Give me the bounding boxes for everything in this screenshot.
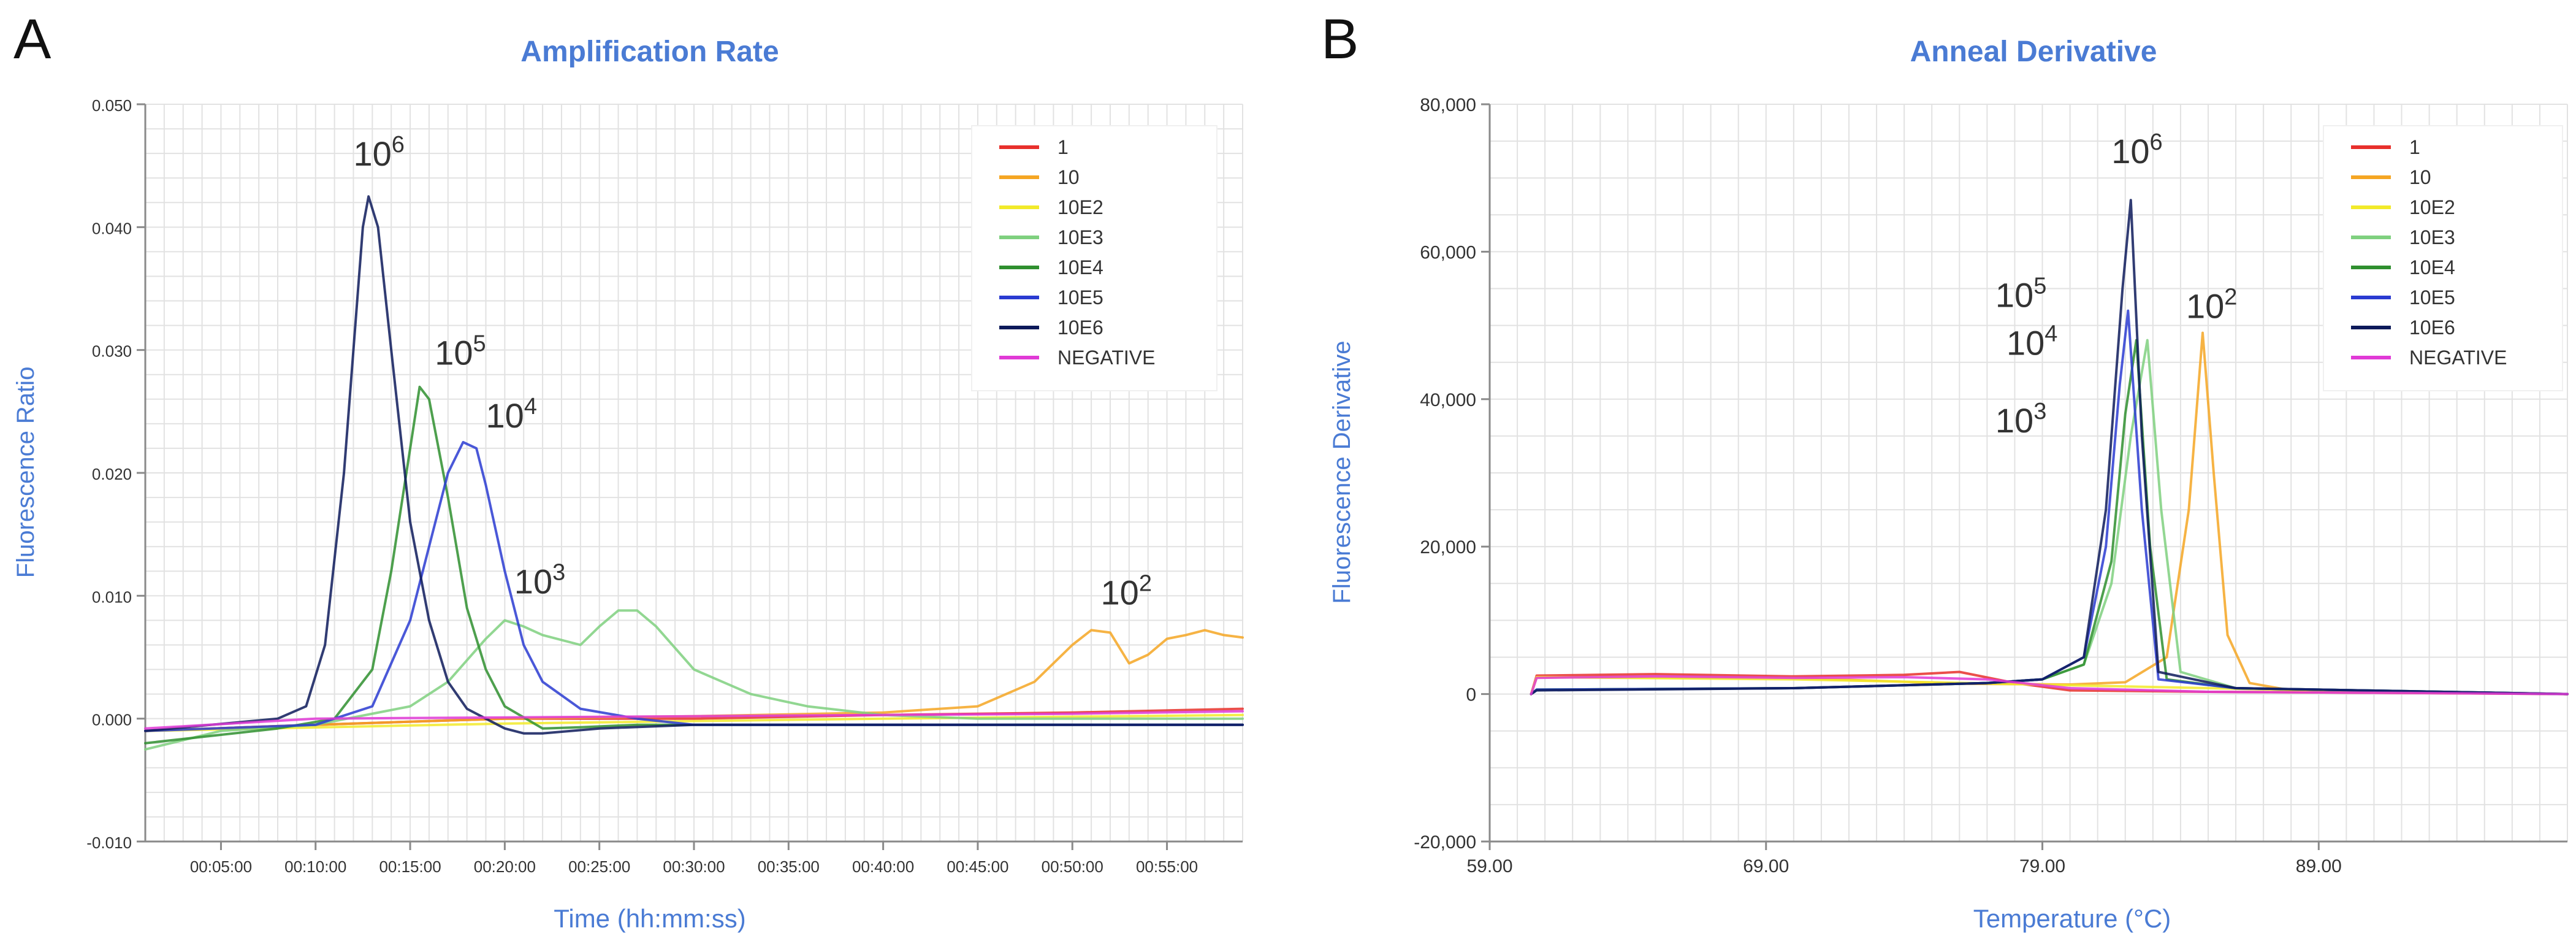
x-tick-label: 00:40:00 xyxy=(852,857,914,876)
legend-label: 10 xyxy=(1057,166,1080,188)
legend-label: NEGATIVE xyxy=(2409,347,2507,369)
x-tick-label: 59.00 xyxy=(1466,856,1512,876)
peak-labels: 106 105 102 104 103 xyxy=(1995,129,2237,440)
y-tick-label: 40,000 xyxy=(1420,390,1476,410)
series-line-negative xyxy=(144,710,1244,730)
x-tick-label: 00:15:00 xyxy=(379,857,441,876)
axes: 0.050 0.040 0.030 0.020 0.010 0.000 -0.010 00:0… xyxy=(86,96,1243,876)
legend-label: 10E6 xyxy=(1057,316,1103,339)
y-tick-label: 0 xyxy=(1466,685,1476,705)
series-line-10e3 xyxy=(144,609,1244,751)
series-group xyxy=(1530,199,2569,696)
x-tick-label: 00:35:00 xyxy=(758,857,820,876)
legend-label: 10E3 xyxy=(2409,226,2455,248)
series-line-negative xyxy=(1530,675,2569,696)
panel-b: B Anneal Derivative 80,000 60,000 40,000 20… xyxy=(1321,8,2569,933)
y-tick-label: 0.000 xyxy=(92,711,132,729)
x-tick-label: 00:55:00 xyxy=(1136,857,1198,876)
x-tick-label: 00:10:00 xyxy=(284,857,346,876)
legend-label: 10 xyxy=(2409,166,2431,188)
axes: 80,000 60,000 40,000 20,000 0 -20,000 59.00 69.… xyxy=(1414,95,2567,876)
panel-a: A Amplification Rate 0.050 0.040 0.030 0.02… xyxy=(12,8,1244,933)
peak-label: 106 xyxy=(353,132,404,173)
peak-label: 102 xyxy=(1101,570,1152,612)
y-tick-label: -20,000 xyxy=(1414,832,1476,853)
peak-label: 103 xyxy=(1995,399,2046,440)
x-tick-label: 00:50:00 xyxy=(1042,857,1103,876)
panel-letter-a: A xyxy=(13,8,51,71)
y-tick-label: 0.010 xyxy=(92,588,132,606)
y-tick-label: 0.030 xyxy=(92,342,132,361)
y-tick-label: 0.050 xyxy=(92,96,132,115)
peak-label: 103 xyxy=(514,559,565,600)
panel-letter-b: B xyxy=(1321,8,1358,71)
legend: 1 10 10E2 10E3 10E4 10E5 10E6 NEGATIVE xyxy=(971,125,1218,391)
y-axis-label: Fluorescence Derivative xyxy=(1328,340,1355,604)
legend-label: 10E3 xyxy=(1057,226,1103,248)
chart-title: Anneal Derivative xyxy=(1910,36,2157,68)
y-tick-label: 0.020 xyxy=(92,465,132,483)
legend-label: 1 xyxy=(1057,136,1069,158)
series-line-10e6 xyxy=(1530,199,2569,696)
y-tick-label: 60,000 xyxy=(1420,242,1476,263)
legend-label: NEGATIVE xyxy=(1057,347,1155,369)
series-line-10e6 xyxy=(144,195,1244,735)
x-tick-label: 00:25:00 xyxy=(568,857,630,876)
legend-label: 10E2 xyxy=(1057,196,1103,218)
peak-label: 104 xyxy=(486,394,537,435)
peak-label: 104 xyxy=(2006,321,2057,362)
x-tick-label: 79.00 xyxy=(2019,856,2065,876)
y-tick-label: 0.040 xyxy=(92,219,132,237)
legend-label: 10E2 xyxy=(2409,196,2455,218)
series-line-10e5 xyxy=(144,440,1244,732)
chart-title: Amplification Rate xyxy=(520,36,779,68)
series-group xyxy=(144,195,1244,751)
legend-label: 1 xyxy=(2409,136,2420,158)
legend-label: 10E5 xyxy=(2409,286,2455,309)
x-axis-label: Time (hh:mm:ss) xyxy=(554,904,745,933)
peak-label: 106 xyxy=(2111,129,2162,171)
y-axis-label: Fluorescence Ratio xyxy=(12,367,39,578)
y-tick-label: -0.010 xyxy=(86,834,132,852)
x-axis-label: Temperature (°C) xyxy=(1973,904,2171,933)
series-line-10e4 xyxy=(144,385,1244,745)
x-tick-label: 00:20:00 xyxy=(474,857,536,876)
legend-label: 10E4 xyxy=(2409,256,2455,278)
series-line-10e2 xyxy=(144,713,1244,732)
legend-label: 10E5 xyxy=(1057,286,1103,309)
legend: 1 10 10E2 10E3 10E4 10E5 10E6 NEGATIVE xyxy=(2323,125,2563,391)
legend-box xyxy=(971,125,1218,391)
x-tick-label: 00:45:00 xyxy=(947,857,1008,876)
x-tick-label: 00:05:00 xyxy=(190,857,252,876)
peak-label: 105 xyxy=(1995,274,2046,315)
peak-label: 105 xyxy=(435,331,486,372)
legend-label: 10E6 xyxy=(2409,316,2455,339)
legend-box xyxy=(2323,125,2563,391)
y-tick-label: 20,000 xyxy=(1420,537,1476,558)
x-tick-label: 00:30:00 xyxy=(663,857,725,876)
legend-label: 10E4 xyxy=(1057,256,1103,278)
y-tick-label: 80,000 xyxy=(1420,95,1476,115)
x-tick-label: 69.00 xyxy=(1743,856,1789,876)
x-tick-label: 89.00 xyxy=(2296,856,2342,876)
peak-label: 102 xyxy=(2186,285,2237,326)
